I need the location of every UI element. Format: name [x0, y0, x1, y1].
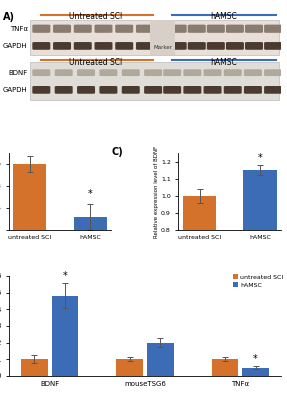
FancyBboxPatch shape [224, 69, 242, 76]
Y-axis label: Relative expression level of BDNF: Relative expression level of BDNF [154, 146, 160, 238]
FancyBboxPatch shape [245, 25, 263, 33]
Bar [116, 359, 143, 376]
FancyBboxPatch shape [226, 25, 244, 33]
FancyBboxPatch shape [30, 20, 278, 55]
FancyBboxPatch shape [264, 86, 282, 94]
FancyBboxPatch shape [32, 86, 50, 94]
Text: GAPDH: GAPDH [3, 87, 28, 93]
Bar [51, 296, 78, 376]
Bar [147, 343, 174, 376]
Bar [183, 196, 216, 368]
FancyBboxPatch shape [99, 86, 117, 94]
Bar [74, 217, 107, 274]
FancyBboxPatch shape [53, 25, 71, 33]
FancyBboxPatch shape [94, 42, 113, 50]
FancyBboxPatch shape [245, 42, 263, 50]
FancyBboxPatch shape [32, 42, 50, 50]
Text: TNFα: TNFα [9, 26, 28, 32]
Text: *: * [63, 271, 67, 281]
Text: Untreated SCI: Untreated SCI [69, 12, 123, 21]
FancyBboxPatch shape [115, 42, 133, 50]
FancyBboxPatch shape [207, 25, 225, 33]
Text: Marker: Marker [153, 45, 172, 50]
FancyBboxPatch shape [188, 25, 206, 33]
FancyBboxPatch shape [169, 42, 187, 50]
Text: C): C) [111, 147, 123, 157]
Text: Untreated SCI: Untreated SCI [69, 58, 123, 67]
FancyBboxPatch shape [150, 20, 175, 55]
Text: BDNF: BDNF [8, 70, 28, 76]
FancyBboxPatch shape [226, 42, 244, 50]
FancyBboxPatch shape [99, 69, 117, 76]
Text: A): A) [3, 12, 15, 22]
FancyBboxPatch shape [53, 42, 71, 50]
Text: hAMSC: hAMSC [211, 12, 237, 21]
FancyBboxPatch shape [77, 69, 95, 76]
FancyBboxPatch shape [115, 25, 133, 33]
FancyBboxPatch shape [77, 86, 95, 94]
FancyBboxPatch shape [74, 42, 92, 50]
FancyBboxPatch shape [55, 69, 73, 76]
Bar [242, 368, 269, 376]
FancyBboxPatch shape [163, 69, 181, 76]
Bar [13, 164, 46, 274]
FancyBboxPatch shape [136, 42, 154, 50]
FancyBboxPatch shape [264, 69, 282, 76]
FancyBboxPatch shape [169, 25, 187, 33]
FancyBboxPatch shape [32, 69, 50, 76]
FancyBboxPatch shape [122, 69, 140, 76]
FancyBboxPatch shape [32, 25, 50, 33]
FancyBboxPatch shape [183, 69, 201, 76]
FancyBboxPatch shape [203, 69, 222, 76]
FancyBboxPatch shape [183, 86, 201, 94]
FancyBboxPatch shape [264, 25, 282, 33]
FancyBboxPatch shape [144, 69, 162, 76]
FancyBboxPatch shape [264, 42, 282, 50]
Text: GAPDH: GAPDH [3, 43, 28, 49]
FancyBboxPatch shape [94, 25, 113, 33]
Text: hAMSC: hAMSC [211, 58, 237, 67]
Bar [21, 359, 48, 376]
FancyBboxPatch shape [244, 69, 262, 76]
Bar [243, 170, 277, 368]
FancyBboxPatch shape [55, 86, 73, 94]
Text: *: * [253, 354, 258, 364]
FancyBboxPatch shape [244, 86, 262, 94]
FancyBboxPatch shape [207, 42, 225, 50]
Bar [212, 359, 238, 376]
FancyBboxPatch shape [74, 25, 92, 33]
FancyBboxPatch shape [163, 86, 181, 94]
FancyBboxPatch shape [188, 42, 206, 50]
FancyBboxPatch shape [203, 86, 222, 94]
Legend: untreated SCI, hAMSC: untreated SCI, hAMSC [233, 274, 284, 288]
Text: *: * [258, 153, 262, 163]
FancyBboxPatch shape [144, 86, 162, 94]
FancyBboxPatch shape [30, 62, 278, 100]
Text: *: * [88, 190, 93, 200]
FancyBboxPatch shape [122, 86, 140, 94]
FancyBboxPatch shape [224, 86, 242, 94]
FancyBboxPatch shape [136, 25, 154, 33]
